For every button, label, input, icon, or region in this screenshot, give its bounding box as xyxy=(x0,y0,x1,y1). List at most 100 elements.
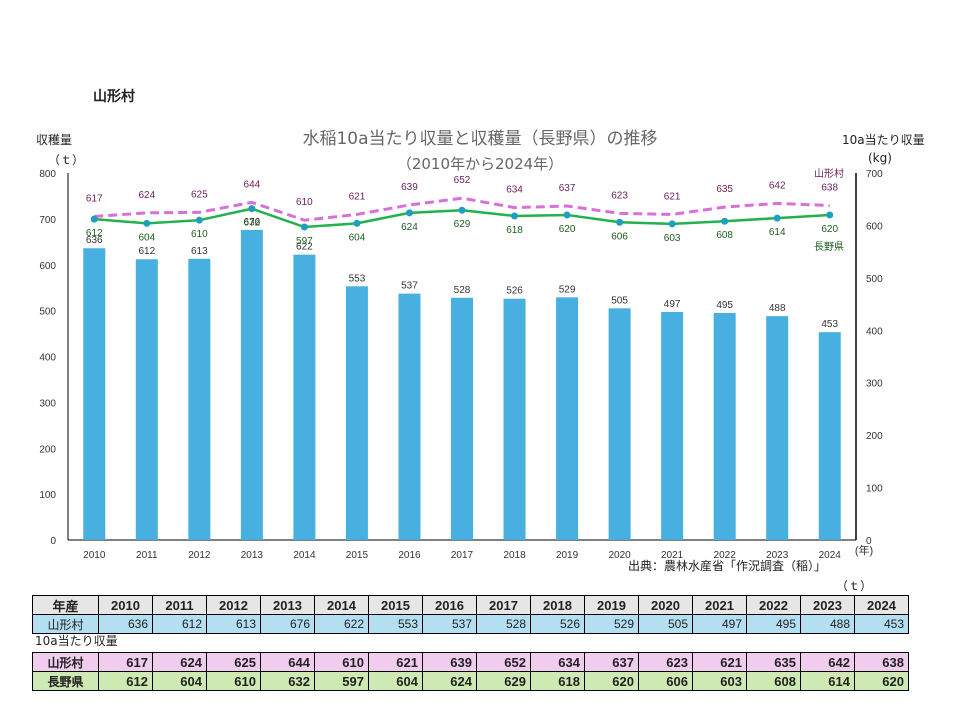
village-yield-label: 644 xyxy=(244,179,261,190)
village-yield-label: 624 xyxy=(138,190,155,201)
nagano-yield-point xyxy=(616,218,624,226)
harvest-bar xyxy=(608,308,631,540)
village-yield-cell: 623 xyxy=(638,652,693,672)
bar-value-label: 505 xyxy=(611,295,628,306)
bar-value-label: 613 xyxy=(191,246,208,257)
bar-value-label: 528 xyxy=(454,285,471,296)
x-tick-label: 2013 xyxy=(241,550,264,561)
village-row-label: 山形村 xyxy=(32,652,99,672)
nagano-yield-point xyxy=(195,216,203,224)
year-cell: 2016 xyxy=(422,595,477,616)
left-axis-title: 収穫量 xyxy=(36,133,73,147)
village-yield-cell: 642 xyxy=(800,652,855,672)
nagano-yield-cell: 612 xyxy=(98,671,153,691)
village-yield-label: 634 xyxy=(506,185,523,196)
nagano-yield-label: 618 xyxy=(506,225,523,236)
legend-nagano: 長野県 xyxy=(814,241,844,253)
bar-value-label: 529 xyxy=(559,284,576,295)
nagano-yield-cell: 610 xyxy=(206,671,261,691)
bar-value-label: 497 xyxy=(664,299,681,310)
left-tick-label: 200 xyxy=(39,444,56,455)
harvest-cell: 537 xyxy=(422,614,477,634)
nagano-yield-label: 604 xyxy=(349,232,366,243)
x-tick-label: 2017 xyxy=(451,550,474,561)
year-cell: 2017 xyxy=(476,595,531,616)
x-tick-label: 2018 xyxy=(503,550,526,561)
x-tick-label: 2024 xyxy=(819,550,842,561)
village-yield-label: 621 xyxy=(664,191,681,202)
harvest-bar xyxy=(661,312,684,540)
yield-table: 山形村 617 624 625 644 610 621 639 652 634 637 623 621 6… xyxy=(32,652,909,691)
left-axis-unit: （ｔ） xyxy=(48,153,85,167)
village-yield-cell: 621 xyxy=(692,652,747,672)
harvest-table: 山形村 636 612 613 676 622 553 537 528 526 529 505 497 4… xyxy=(32,614,909,634)
village-yield-cell: 624 xyxy=(152,652,207,672)
bar-value-label: 676 xyxy=(244,217,261,228)
x-tick-label: 2022 xyxy=(714,550,737,561)
year-cell: 2021 xyxy=(692,595,747,616)
x-tick-label: 2020 xyxy=(608,550,631,561)
year-cell: 2023 xyxy=(800,595,855,616)
harvest-cell: 528 xyxy=(476,614,531,634)
nagano-yield-cell: 620 xyxy=(584,671,639,691)
village-yield-cell: 638 xyxy=(854,652,909,672)
nagano-yield-point xyxy=(721,217,729,225)
right-tick-label: 200 xyxy=(866,431,883,442)
bar-value-label: 453 xyxy=(821,319,838,330)
harvest-cell: 636 xyxy=(98,614,153,634)
nagano-yield-point xyxy=(773,214,781,222)
harvest-cell: 495 xyxy=(746,614,801,634)
x-tick-label: 2014 xyxy=(293,550,316,561)
village-yield-label: 621 xyxy=(349,191,366,202)
right-tick-label: 300 xyxy=(866,379,883,390)
right-tick-label: 0 xyxy=(866,536,872,547)
left-tick-label: 700 xyxy=(39,215,56,226)
harvest-bar xyxy=(713,312,736,540)
harvest-cell: 613 xyxy=(206,614,261,634)
nagano-yield-point xyxy=(826,211,834,219)
nagano-yield-label: 632 xyxy=(244,218,261,229)
x-tick-label: 2023 xyxy=(766,550,789,561)
bar-value-label: 537 xyxy=(401,281,418,292)
nagano-yield-label: 608 xyxy=(716,230,733,241)
nagano-yield-cell: 618 xyxy=(530,671,585,691)
left-tick-label: 300 xyxy=(39,398,56,409)
left-tick-label: 0 xyxy=(50,536,56,547)
village-yield-cell: 617 xyxy=(98,652,153,672)
harvest-row-label: 山形村 xyxy=(32,614,99,634)
year-cell: 2015 xyxy=(368,595,423,616)
village-yield-cell: 639 xyxy=(422,652,477,672)
combo-chart: 0 100 200 300 400 500 600 700 800 0 100 200 300 400 50… xyxy=(39,167,883,561)
right-axis-title: 10a当たり収量 xyxy=(842,133,925,147)
nagano-yield-cell: 632 xyxy=(260,671,315,691)
nagano-yield-point xyxy=(511,212,519,220)
harvest-bar xyxy=(240,229,263,540)
left-tick-label: 100 xyxy=(39,490,56,501)
bar-value-label: 488 xyxy=(769,303,786,314)
harvest-bar xyxy=(293,254,316,540)
harvest-cell: 453 xyxy=(854,614,909,634)
village-yield-label: 638 xyxy=(821,183,838,194)
harvest-cell: 497 xyxy=(692,614,747,634)
chart-title: 水稲10a当たり収量と収穫量（長野県）の推移 xyxy=(302,129,658,149)
x-tick-label: 2010 xyxy=(83,550,106,561)
chart-subtitle: （2010年から2024年） xyxy=(396,155,564,173)
nagano-yield-label: 603 xyxy=(664,233,681,244)
village-yield-cell: 652 xyxy=(476,652,531,672)
bar-value-label: 495 xyxy=(716,300,733,311)
nagano-yield-point xyxy=(90,215,98,223)
nagano-yield-label: 629 xyxy=(454,219,471,230)
harvest-cell: 505 xyxy=(638,614,693,634)
village-yield-cell: 637 xyxy=(584,652,639,672)
left-tick-label: 500 xyxy=(39,307,56,318)
nagano-yield-cell: 604 xyxy=(152,671,207,691)
harvest-bar xyxy=(345,286,368,540)
nagano-yield-point xyxy=(405,209,413,217)
x-tick-label: 2021 xyxy=(661,550,684,561)
x-tick-label: 2011 xyxy=(136,550,158,561)
year-cell: 2012 xyxy=(206,595,261,616)
x-tick-label: 2016 xyxy=(398,550,421,561)
village-yield-label: 635 xyxy=(716,184,733,195)
nagano-yield-cell: 603 xyxy=(692,671,747,691)
right-tick-label: 100 xyxy=(866,484,883,495)
